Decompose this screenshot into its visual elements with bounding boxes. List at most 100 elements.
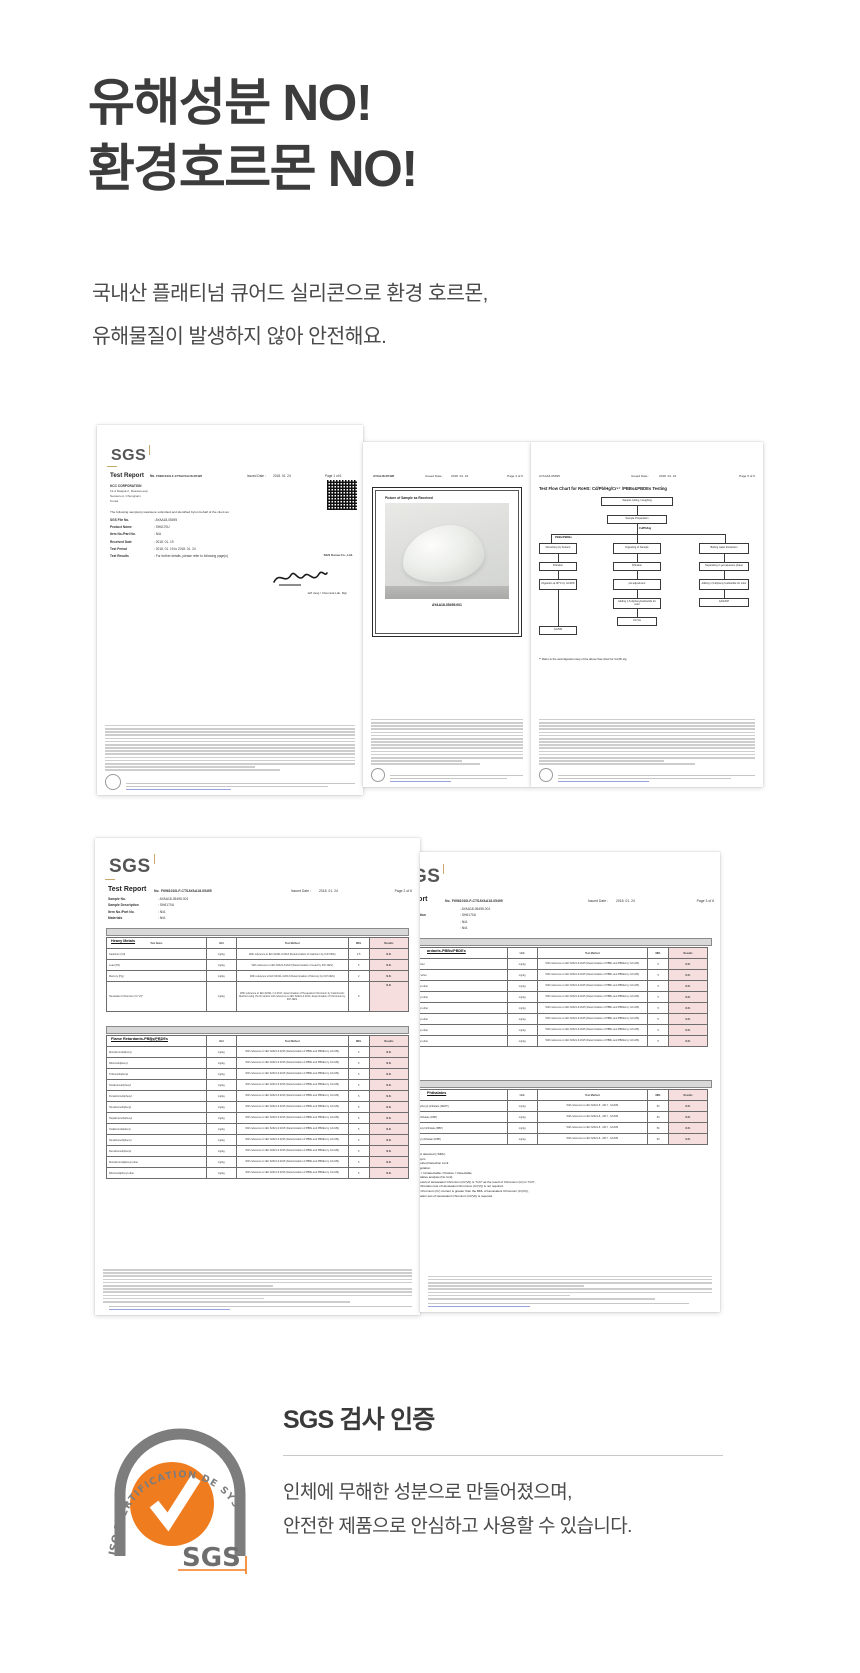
client-address-2: Seosan-si, Chungnam	[110, 494, 141, 498]
col-test-method: Test Method	[536, 947, 649, 959]
cell-mdl: 5	[647, 1002, 670, 1014]
signature-icon	[273, 571, 328, 586]
report-no-label: No.	[445, 898, 451, 903]
cell-method: With reference to IEC 62321-6:2015 (Dete…	[536, 980, 649, 992]
col-results: Results	[368, 1035, 410, 1047]
flow-chart: Sample cutting / weighing Sample Prepara…	[539, 497, 755, 712]
photo-section-title: Picture of Sample as Received	[385, 496, 433, 500]
col-mdl: MDL	[347, 937, 370, 949]
field-label	[420, 926, 460, 930]
cell-unit: mg/kg	[205, 1057, 237, 1069]
col-results: Results	[668, 1089, 708, 1101]
section-header: Phthalates	[420, 1080, 712, 1095]
cell-method: With reference to IEC 62321-6:2015 (Dete…	[536, 1013, 649, 1025]
issued-date: 2018. 01. 24	[659, 474, 677, 478]
cell-unit: mg/kg	[506, 1122, 538, 1134]
certificate-page-4[interactable]: SGS Test Report No. F6961010LF-CTSAYAA18…	[95, 838, 420, 1315]
cell-mdl: 5	[347, 1145, 370, 1157]
cell-method: With reference to IEC 62321-8 , 2017 , G…	[536, 1111, 649, 1123]
cell-mdl: 50	[647, 1133, 670, 1145]
cell-mdl: 5	[647, 991, 670, 1003]
intro-text: The following sample(s) was/were submitt…	[110, 510, 231, 514]
flow-box: pH adjustment	[613, 579, 661, 590]
cell-result: N.D.	[668, 1122, 708, 1134]
certificate-page-3[interactable]: AYAA18-05495 Issued Date : 2018. 01. 24 …	[531, 442, 763, 787]
cell-method: With reference to IEC 62321-6:2015 (Dete…	[235, 1134, 349, 1146]
cell-result: N.D.	[368, 1068, 410, 1080]
cell-mdl: 50	[647, 1111, 670, 1123]
pbde-table: Unit Test Method MDL Results phenyl ethe…	[420, 947, 708, 1047]
report-fields: Sample No.: AYAA18-05495.001 Sample Desc…	[108, 897, 188, 923]
field-label: t No.	[420, 920, 460, 924]
cell-method: With reference to IEC 62321-6:2015 (Dete…	[235, 1046, 349, 1058]
table-row: Decabromobiphenyl mg/kg With reference to …	[106, 1145, 410, 1157]
note-line: Negative = Undetectable / Positive = Det…	[420, 1170, 472, 1175]
cell-mdl: 5	[347, 1079, 370, 1091]
flow-box: Adding 1,5-diphenylcarbazide for color	[613, 598, 661, 609]
flow-box: Adding 1,5-diphenyl carbazide for color	[699, 579, 749, 590]
note-line: and confirmation test of Hexavalent Chro…	[420, 1184, 504, 1189]
cell-method: With reference to IEC 62321-6:2015 (Dete…	[536, 1035, 649, 1047]
cell-mdl: 5	[647, 1035, 670, 1047]
flow-box: Digestion at 90°C by GC/MS	[539, 579, 577, 590]
field-label: Product Name	[110, 525, 132, 530]
issued-label: Issued Date :	[631, 474, 650, 478]
table-row: Mercury (Hg) mg/kg With reference to IEC…	[106, 970, 410, 982]
cell-unit: mg/kg	[506, 1111, 538, 1123]
cell-unit: mg/kg	[205, 1101, 237, 1113]
table-row: Monobromobiphenyl mg/kg With reference to …	[106, 1046, 410, 1058]
flow-box: Digesting of Sample	[613, 543, 661, 554]
flow-box: AAS/ICP	[699, 598, 749, 607]
flow-box: Separating in gel aqueous phase	[699, 562, 749, 571]
cell-method: With reference to IEC 62321-8 , 2017 , G…	[536, 1122, 649, 1134]
field-label: Test Period	[110, 546, 128, 551]
cell-unit: mg/kg	[205, 1145, 237, 1157]
cell-item: odiphenyl ether	[420, 1035, 508, 1047]
headline-line-1: 유해성분 NO!	[88, 74, 373, 131]
cell-unit: mg/kg	[205, 1156, 237, 1168]
col-test-items: Test Items	[106, 937, 207, 949]
cell-unit: mg/kg	[506, 1013, 538, 1025]
cell-unit: mg/kg	[205, 948, 237, 960]
cell-item: phenyl ether	[420, 958, 508, 970]
col-results: Results	[368, 937, 410, 949]
cell-unit: mg/kg	[205, 1079, 237, 1091]
page-label: Page 5 of 6	[739, 474, 755, 478]
table-header-row: Unit Test Method MDL Results	[420, 947, 708, 959]
cell-unit: mg/kg	[506, 1133, 538, 1145]
hero-subcopy: 국내산 플래티넘 큐어드 실리콘으로 환경 호르몬, 유해물질이 발생하지 않아…	[92, 272, 488, 358]
flow-chart-title: Test Flow Chart for RoHS: Cd/Pb/Hg/Cr⁶⁺ …	[539, 486, 667, 491]
cell-mdl: 0.5	[347, 948, 370, 960]
certificate-page-2[interactable]: AYAA18-05495 Issued Date : 2018. 01. 24 …	[363, 442, 531, 787]
col-unit: Unit	[506, 947, 538, 959]
cell-unit: mg/kg	[205, 1068, 237, 1080]
certificate-page-5[interactable]: GS eport No. F6961010LF-CTSAYAA18-05495 …	[420, 852, 720, 1312]
cell-mdl: 5	[347, 1134, 370, 1146]
cell-unit: mg/kg	[506, 969, 538, 981]
certification-body: 인체에 무해한 성분으로 만들어졌으며, 안전한 제품으로 안심하고 사용할 수…	[283, 1476, 723, 1544]
cell-mdl: 5	[347, 1112, 370, 1124]
heavy-metals-table: Test Items Unit Test Method MDL Results …	[106, 937, 410, 1012]
cell-mdl: 5	[647, 980, 670, 992]
cell-unit: mg/kg	[205, 1090, 237, 1102]
certificate-page-1[interactable]: SGS Test Report No. F6961010LF-CTSAYAA18…	[97, 425, 363, 795]
cell-unit: mg/kg	[506, 1100, 538, 1112]
col-mdl: MDL	[647, 947, 670, 959]
table-header-row: Test Items Unit Test Method MDL Results	[106, 1035, 410, 1047]
cell-result: N.D.	[368, 970, 410, 982]
col-test-items	[420, 947, 508, 959]
cell-item: odiphenyl ether	[420, 1002, 508, 1014]
field-label	[420, 907, 460, 911]
cell-item: Hexabromobiphenyl	[106, 1101, 207, 1113]
cell-unit: mg/kg	[205, 1134, 237, 1146]
cell-method: With reference to IEC 62321-6:2015 (Dete…	[235, 1101, 349, 1113]
cell-item: odiphenyl ether	[420, 991, 508, 1003]
sgs-logo: SGS	[106, 445, 151, 467]
report-fields: : AYAA18-05495.001 escription: SH6170U t…	[420, 907, 490, 933]
cell-item: Octabromobiphenyl	[106, 1123, 207, 1135]
